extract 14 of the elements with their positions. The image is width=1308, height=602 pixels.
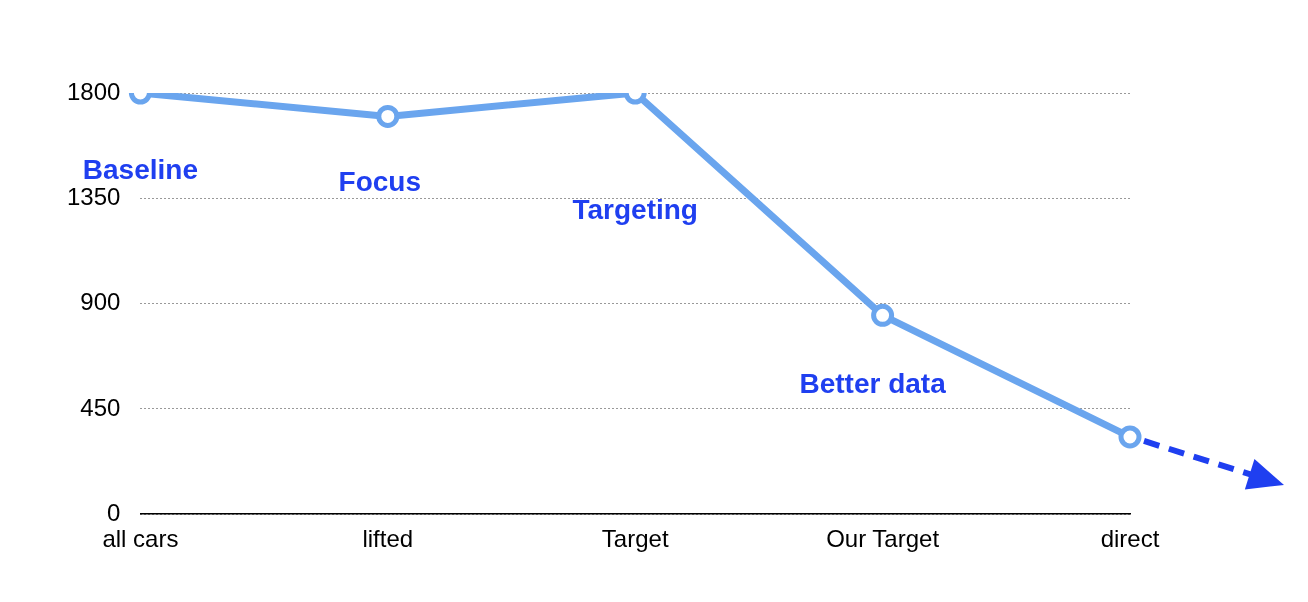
- annotation: Focus: [338, 166, 422, 198]
- y-tick-label: 1800: [67, 77, 121, 105]
- y-tick-label: 900: [80, 288, 121, 316]
- x-tick-label: all cars: [102, 525, 179, 553]
- x-tick-label: lifted: [362, 525, 414, 553]
- annotation: Targeting: [572, 193, 698, 225]
- y-tick-label: 450: [80, 393, 121, 421]
- x-tick-label: Target: [601, 525, 669, 553]
- annotation: Better data: [799, 368, 947, 400]
- annotation: Baseline: [82, 153, 198, 185]
- y-tick-label: 1350: [67, 182, 121, 210]
- y-tick-label: 0: [107, 498, 121, 526]
- x-tick-label: direct: [1100, 525, 1160, 553]
- x-tick-label: Our Target: [826, 525, 940, 553]
